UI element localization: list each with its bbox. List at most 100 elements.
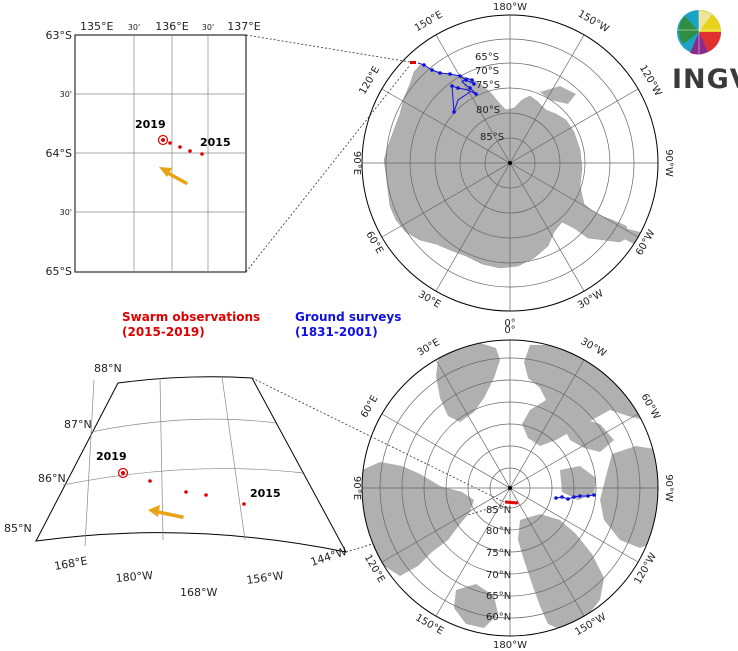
south-meridian-label: 150°E [413,9,445,34]
north-parallel-label: 70°N [486,570,511,581]
south-polar-map: 65°S 75°S 80°S 85°S 70°S 180°W 150°W 120… [351,2,674,329]
swarm-point [148,479,152,483]
north-parallel-label: 80°N [486,526,511,537]
swarm-point [242,502,246,506]
south-inset-lat-tick: 65°S [46,265,72,278]
north-meridian-label: 60°E [359,394,381,420]
south-year-2019-label: 2019 [135,118,166,131]
north-inset-lat-tick: 85°N [4,522,32,535]
south-inset-lon-tick: 30' [202,23,214,32]
south-inset-lon-tick: 136°E [155,20,188,33]
south-parallel-label: 70°S [475,66,499,77]
south-inset-lon-tick: 30' [128,23,140,32]
south-inset-grid [75,35,246,272]
land-fragment [454,584,498,628]
south-inset-lon-tick: 135°E [80,20,113,33]
antarctica-landmass [383,64,631,269]
north-year-2019-label: 2019 [96,450,127,463]
swarm-points-south [410,61,416,64]
south-meridian-label: 60°E [363,230,385,256]
land-fragment [540,86,576,104]
ground-survey-points-north [554,493,596,501]
swarm-point [200,152,204,156]
legend-swarm-years: (2015-2019) [122,325,205,339]
legend-ground-years: (1831-2001) [295,325,378,339]
north-meridian-label: 150°E [413,612,445,637]
south-connector-line [245,34,411,63]
north-pole-marker [508,486,512,490]
north-polar-map: 85°N 80°N 75°N 70°N 65°N 60°N 0° 30°W 60… [351,325,674,651]
north-meridian-label: 120°W [633,551,660,586]
south-parallel-label: 85°S [480,132,504,143]
south-meridian-label: 0° [504,318,515,329]
north-inset-map: 88°N 87°N 86°N 85°N 168°E 180°W 168°W 15… [4,362,349,599]
south-meridian-label: 150°W [576,9,611,36]
north-inset-lat-tick: 86°N [38,472,66,485]
north-connector-line [345,503,505,553]
south-connector-line [245,64,411,273]
south-polar-frame [361,14,659,312]
swarm-point-2019-ring [117,467,129,479]
swarm-point [168,141,172,145]
south-pole-marker [508,161,512,165]
south-parallel-label: 75°S [476,80,500,91]
north-meridian-label: 60°W [638,392,661,422]
land-fragment [560,418,614,452]
land-fragment [518,514,604,632]
north-inset-frame [35,376,347,553]
north-inset-grid [62,376,304,547]
alaska-landmass [600,446,658,548]
north-meridian-label: 30°E [416,337,442,359]
swarm-point-2019-ring [157,134,169,146]
swarm-track-north [504,500,519,505]
legend-swarm-title: Swarm observations [122,310,260,324]
globe-icon [677,10,721,55]
north-inset-lon-tick: 156°W [246,569,285,587]
south-parallel-label: 80°S [476,105,500,116]
south-inset-frame [74,34,247,273]
ingv-logo: INGV [672,10,738,95]
north-meridian-label: 0° [504,325,515,336]
legend-ground-title: Ground surveys [295,310,401,324]
greenland-landmass [436,340,500,422]
south-inset-lat-tick: 63°S [46,29,72,42]
north-connector-line [251,377,505,503]
north-inset-lon-tick: 168°E [53,554,88,573]
ground-survey-points-south [422,63,478,114]
drift-arrow-icon [159,167,188,185]
south-inset-lon-tick: 137°E [227,20,260,33]
logo-text: INGV [672,64,738,95]
swarm-point [188,149,192,153]
north-parallel-label: 60°N [486,612,511,623]
canada-landmass [522,345,650,446]
land-fragment [560,466,596,500]
swarm-point [178,145,182,149]
legend: Swarm observations (2015-2019) Ground su… [122,310,401,339]
south-meridian-label: 120°E [357,65,382,97]
south-year-2015-label: 2015 [200,136,231,149]
south-meridian-label: 30°W [576,288,606,311]
south-inset-map: 135°E 30' 136°E 30' 137°E 63°S 30' 64°S … [46,20,261,278]
north-inset-lon-tick: 168°W [180,586,217,599]
south-meridian-label: 90°W [663,149,674,177]
south-inset-lat-tick: 30' [60,208,72,217]
south-inset-lat-tick: 64°S [46,147,72,160]
swarm-point [161,138,165,142]
north-polar-frame [361,339,659,637]
south-inset-lat-tick: 30' [60,90,72,99]
north-meridian-label: 180°W [493,640,527,651]
north-meridian-label: 90°E [351,476,362,500]
swarm-point [204,493,208,497]
south-meridian-label: 180°W [493,2,527,13]
north-meridian-label: 90°W [663,474,674,502]
north-meridian-label: 30°W [579,336,609,359]
north-inset-lat-tick: 87°N [64,418,92,431]
north-parallel-label: 65°N [486,591,511,602]
north-year-2015-label: 2015 [250,487,281,500]
north-inset-lat-tick: 88°N [94,362,122,375]
north-parallel-label: 75°N [486,548,511,559]
swarm-point [121,471,125,475]
north-inset-lon-tick: 180°W [115,569,153,585]
south-parallel-label: 65°S [475,52,499,63]
